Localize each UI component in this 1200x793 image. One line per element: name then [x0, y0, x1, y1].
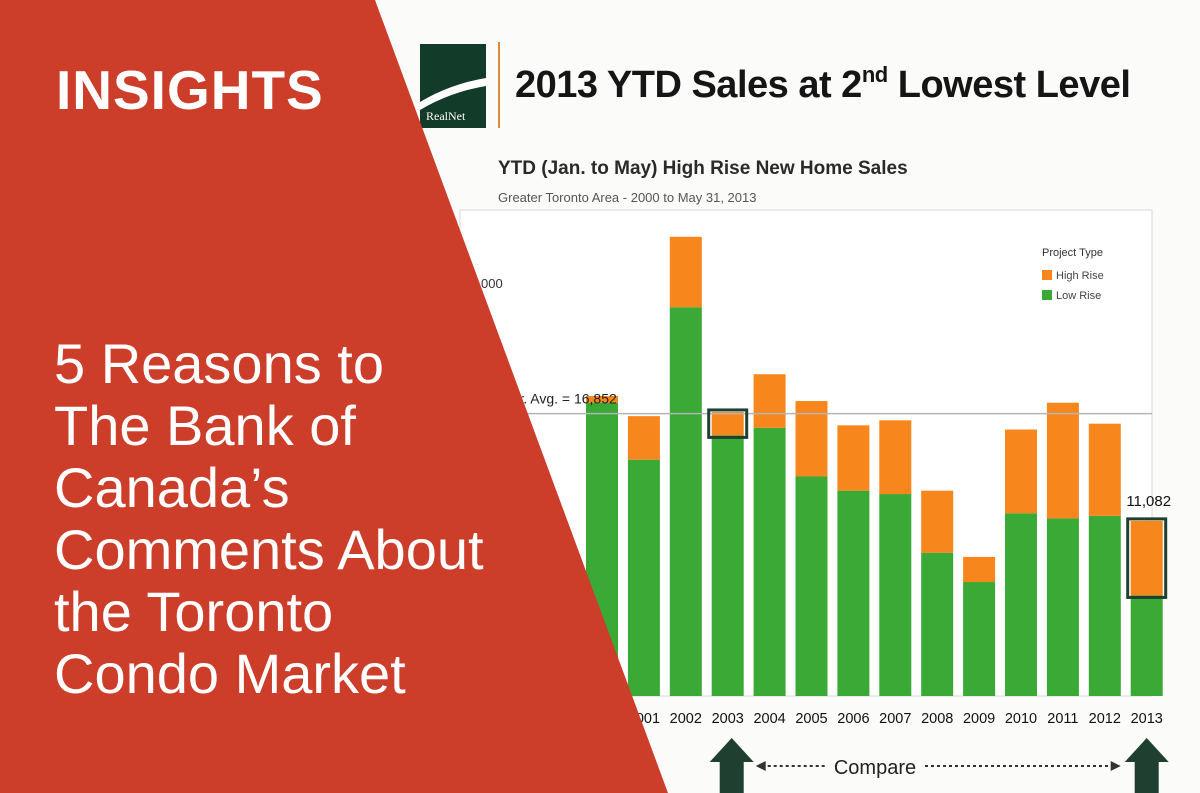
headline-line: Condo Market: [54, 642, 406, 705]
x-tick-label-2012: 2012: [1089, 711, 1121, 727]
insights-label: INSIGHTS: [56, 59, 324, 121]
headline-line: The Bank of: [54, 394, 356, 457]
bar-high-rise-2006: [837, 425, 870, 491]
bar-low-rise-2001: [627, 459, 660, 696]
bar-low-rise-2011: [1046, 518, 1079, 696]
highlight-value-label: 11,082: [1126, 493, 1171, 510]
headline-line: Canada’s: [54, 456, 290, 519]
bar-low-rise-2005: [795, 476, 828, 696]
compare-up-arrow-right: [1124, 738, 1169, 793]
x-tick-label-2007: 2007: [879, 711, 911, 727]
compare-up-arrow-left: [709, 738, 754, 793]
headline-line: the Toronto: [54, 580, 334, 643]
x-tick-label-2008: 2008: [921, 711, 953, 727]
x-tick-label-2010: 2010: [1005, 711, 1037, 727]
compare-label: Compare: [834, 757, 916, 779]
bar-high-rise-2013: [1130, 520, 1163, 596]
bar-high-rise-2009: [963, 556, 996, 583]
headline-line: Comments About: [54, 518, 484, 581]
legend-label-low-rise: Low Rise: [1056, 290, 1101, 302]
bar-low-rise-2012: [1088, 515, 1121, 696]
x-tick-label-2002: 2002: [670, 711, 702, 727]
bar-high-rise-2007: [879, 420, 912, 495]
bar-high-rise-2012: [1088, 423, 1121, 516]
bar-high-rise-2003: [711, 411, 744, 436]
x-tick-label-2009: 2009: [963, 711, 995, 727]
bar-low-rise-2010: [1005, 513, 1037, 696]
bar-high-rise-2010: [1005, 429, 1037, 514]
x-tick-label-2003: 2003: [712, 711, 744, 727]
x-tick-label-2000: 2000: [586, 711, 618, 727]
x-tick-label-2001: 2001: [628, 711, 660, 727]
bar-high-rise-2002: [669, 236, 702, 308]
bar-high-rise-2005: [795, 401, 828, 477]
legend-swatch-high-rise: [1042, 270, 1052, 280]
y-tick-label: 000: [481, 276, 503, 291]
bar-high-rise-2004: [753, 374, 786, 428]
bar-low-rise-2007: [879, 494, 912, 696]
compare-arrowhead-left: [755, 761, 766, 771]
bar-high-rise-2008: [921, 490, 954, 553]
legend-swatch-low-rise: [1042, 290, 1052, 300]
headline-line: 5 Reasons to: [54, 332, 384, 395]
highlight-box-2003: [707, 408, 749, 439]
x-tick-label-2013: 2013: [1131, 711, 1163, 727]
compare-arrowhead-right: [1110, 761, 1121, 771]
x-tick-label-2004: 2004: [753, 711, 785, 727]
bar-low-rise-2002: [669, 307, 702, 696]
legend-title: Project Type: [1042, 247, 1103, 259]
bar-low-rise-2008: [921, 552, 954, 696]
bar-low-rise-2009: [963, 582, 996, 696]
bar-low-rise-2013: [1130, 595, 1163, 696]
bar-low-rise-2003: [711, 435, 744, 696]
bar-high-rise-2011: [1046, 402, 1079, 519]
x-tick-label-2005: 2005: [795, 711, 827, 727]
bar-high-rise-2001: [627, 416, 660, 460]
bar-low-rise-2006: [837, 490, 870, 696]
legend-label-high-rise: High Rise: [1056, 270, 1104, 282]
bar-low-rise-2004: [753, 427, 786, 696]
x-tick-label-2011: 2011: [1047, 711, 1078, 727]
highlight-box-2013: [1126, 517, 1168, 599]
x-tick-label-2006: 2006: [837, 711, 869, 727]
article-headline: 5 Reasons to The Bank of Canada’s Commen…: [54, 333, 614, 705]
